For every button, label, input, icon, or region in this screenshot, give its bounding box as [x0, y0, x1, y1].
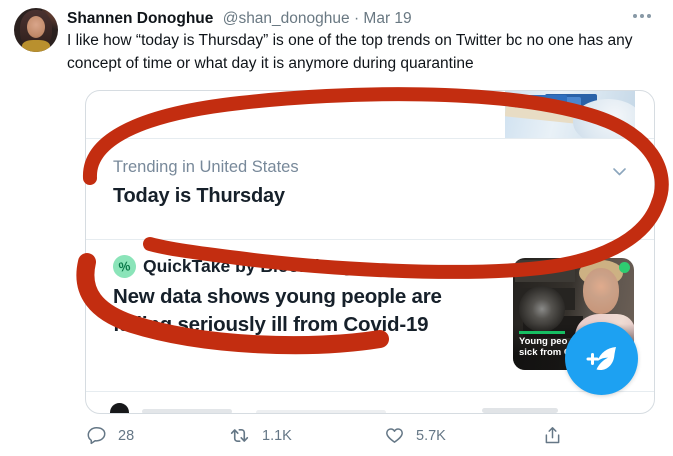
more-icon[interactable]	[633, 14, 651, 18]
heart-icon	[386, 428, 403, 443]
reply-count: 28	[118, 427, 135, 444]
photo-art	[573, 99, 635, 138]
thumb-art	[583, 268, 619, 314]
tweet-header: Shannen Donoghue @shan_donoghue · Mar 19	[67, 10, 607, 28]
avatar-art	[22, 40, 50, 52]
reply-icon	[87, 427, 106, 445]
avatar[interactable]	[14, 8, 58, 52]
quicktake-row[interactable]: % QuickTake by Bloomberg	[111, 253, 353, 280]
quicktake-source: QuickTake by Bloomberg	[143, 256, 353, 276]
tweet-text: I like how “today is Thursday” is one of…	[67, 32, 633, 72]
author-name[interactable]: Shannen Donoghue	[67, 10, 214, 27]
partial-row-avatar	[110, 403, 129, 413]
thumb-caption: Young peo	[519, 336, 568, 347]
like-button[interactable]: 5.7K	[384, 425, 446, 446]
divider	[86, 391, 654, 392]
quicktake-icon: %	[111, 253, 138, 280]
partial-row-text	[142, 409, 232, 413]
divider	[86, 239, 654, 240]
trending-topic[interactable]: Today is Thursday	[113, 185, 285, 207]
divider	[86, 138, 654, 139]
quicktake-headline[interactable]: New data shows young people are	[113, 285, 442, 308]
quicktake-headline[interactable]: falling seriously ill from Covid-19	[113, 313, 429, 336]
tweet-meta[interactable]: @shan_donoghue · Mar 19	[222, 10, 412, 27]
thumb-art	[515, 260, 575, 282]
caption-bar	[519, 331, 565, 334]
share-icon	[545, 427, 560, 444]
retweet-button[interactable]: 1.1K	[228, 425, 292, 446]
live-badge-icon	[619, 262, 630, 273]
partial-row-text	[482, 408, 558, 413]
trend-options-icon[interactable]	[612, 167, 627, 177]
avatar-art	[27, 16, 45, 38]
compose-button[interactable]	[565, 322, 638, 395]
compose-feather-icon	[586, 346, 616, 370]
share-button[interactable]	[542, 425, 563, 446]
tweet-action-bar: 28 1.1K 5.7K	[0, 422, 673, 454]
partial-row-text	[256, 410, 386, 413]
news-photo	[505, 91, 635, 138]
retweet-count: 1.1K	[262, 427, 292, 444]
trending-context: Trending in United States	[113, 158, 299, 176]
like-count: 5.7K	[416, 427, 446, 444]
reply-button[interactable]: 28	[86, 425, 134, 446]
retweet-icon	[230, 428, 249, 443]
thumb-caption: sick from C	[519, 347, 571, 358]
